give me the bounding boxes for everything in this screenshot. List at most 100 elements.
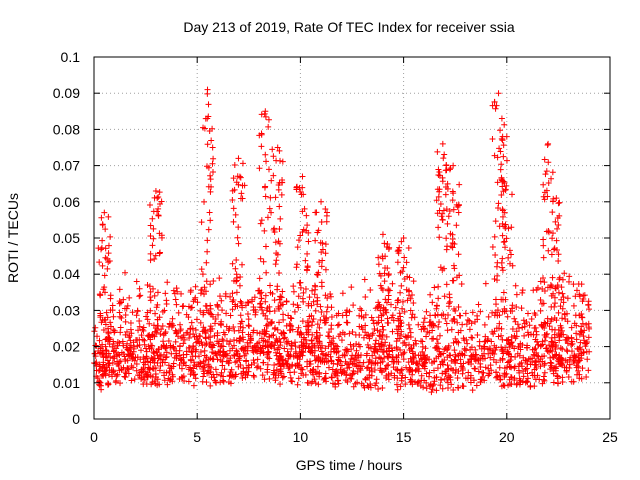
data-point: [435, 283, 442, 290]
data-point: [187, 287, 194, 294]
data-point: [237, 312, 244, 319]
data-point: [555, 200, 562, 207]
data-point: [423, 308, 430, 315]
data-point: [174, 288, 181, 295]
data-point: [508, 224, 515, 231]
data-point: [322, 375, 329, 382]
data-point: [98, 386, 105, 393]
data-point: [292, 343, 299, 350]
data-point: [265, 166, 272, 173]
data-point: [496, 320, 503, 327]
data-point: [444, 346, 451, 353]
data-point: [207, 305, 214, 312]
data-point: [499, 137, 506, 144]
data-point: [409, 311, 416, 318]
data-point: [128, 330, 135, 337]
data-point: [239, 160, 246, 167]
data-point: [278, 330, 285, 337]
data-point: [275, 238, 282, 245]
data-point: [444, 220, 451, 227]
data-point: [124, 340, 131, 347]
data-point: [509, 191, 515, 198]
data-point: [297, 284, 304, 291]
data-point: [443, 161, 450, 168]
data-point: [177, 326, 184, 333]
data-point: [400, 264, 407, 271]
data-point: [498, 135, 505, 142]
data-point: [558, 331, 565, 338]
data-point: [488, 367, 495, 374]
data-point: [262, 343, 269, 350]
data-point: [239, 261, 246, 268]
data-point: [571, 353, 578, 360]
data-point: [494, 373, 501, 380]
data-point: [382, 253, 389, 260]
data-point: [277, 381, 284, 388]
data-point: [440, 155, 447, 162]
data-point: [200, 358, 207, 365]
data-point: [151, 359, 158, 366]
data-point: [444, 312, 451, 319]
data-point: [218, 342, 225, 349]
data-point: [96, 259, 103, 266]
data-point: [398, 377, 405, 384]
data-point: [385, 371, 392, 378]
data-point: [419, 348, 426, 355]
data-point: [314, 301, 321, 308]
data-point: [217, 372, 224, 379]
data-point: [116, 309, 123, 316]
data-point: [494, 154, 501, 161]
data-point: [295, 324, 302, 331]
data-point: [420, 384, 427, 391]
data-point: [419, 338, 426, 345]
data-point: [435, 166, 442, 173]
data-point: [334, 372, 341, 379]
data-point: [117, 313, 124, 320]
data-point: [201, 198, 208, 205]
data-point: [456, 272, 463, 279]
data-point: [194, 299, 201, 306]
data-point: [518, 305, 525, 312]
data-point: [272, 324, 279, 331]
data-point: [305, 326, 312, 333]
data-point: [419, 355, 426, 362]
data-point: [568, 378, 575, 385]
data-point: [146, 320, 153, 327]
data-point: [168, 350, 175, 357]
data-point: [304, 317, 311, 324]
data-point: [191, 359, 198, 366]
data-point: [152, 187, 159, 194]
data-point: [558, 284, 565, 291]
data-point: [379, 358, 386, 365]
data-point: [422, 345, 429, 352]
data-point: [364, 350, 371, 357]
data-point: [290, 283, 297, 290]
data-point: [173, 329, 180, 336]
data-point: [384, 315, 391, 322]
data-point: [256, 287, 263, 294]
data-point: [96, 361, 103, 368]
data-point: [448, 243, 455, 250]
data-point: [96, 291, 103, 298]
data-point: [577, 339, 584, 346]
data-point: [550, 290, 557, 297]
data-point: [541, 156, 548, 163]
data-point: [500, 153, 507, 160]
data-point: [248, 361, 255, 368]
data-point: [311, 342, 318, 349]
data-point: [281, 362, 288, 369]
data-point: [435, 323, 442, 330]
data-point: [259, 345, 266, 352]
data-point: [308, 347, 315, 354]
data-point: [409, 381, 416, 388]
data-point: [95, 245, 102, 252]
data-point: [322, 292, 329, 299]
data-point: [445, 303, 452, 310]
data-point: [118, 315, 125, 322]
data-point: [381, 270, 388, 277]
data-point: [482, 333, 489, 340]
data-point: [191, 333, 198, 340]
data-point: [330, 335, 337, 342]
data-point: [565, 278, 572, 285]
data-point: [405, 244, 412, 251]
